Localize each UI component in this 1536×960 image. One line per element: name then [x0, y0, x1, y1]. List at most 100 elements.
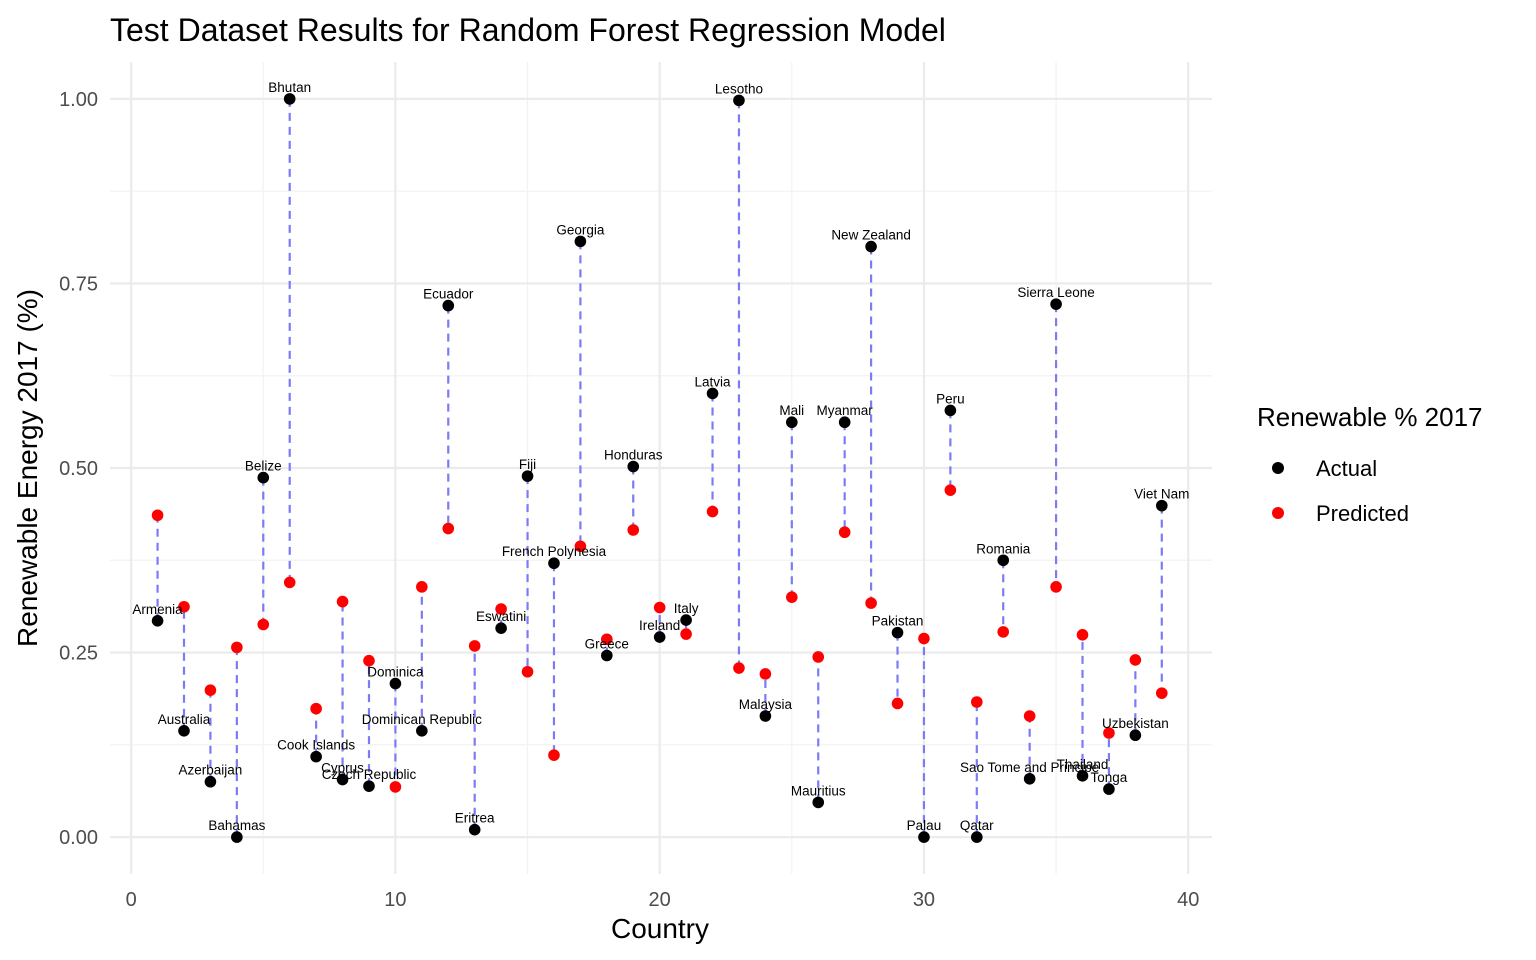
actual-point: [231, 831, 243, 843]
legend: Renewable % 2017 Actual Predicted: [1257, 402, 1483, 526]
country-label: Ecuador: [423, 287, 474, 302]
actual-point: [416, 724, 428, 737]
predicted-point: [971, 696, 983, 708]
country-label: Fiji: [519, 457, 536, 472]
predicted-point: [548, 749, 560, 761]
grid-major: [110, 62, 1212, 874]
actual-point: [495, 622, 507, 634]
country-label: Mauritius: [791, 783, 846, 798]
country-label: French Polynesia: [502, 544, 607, 559]
actual-point: [865, 240, 877, 253]
predicted-point: [257, 618, 270, 631]
predicted-point: [442, 522, 455, 535]
actual-point: [178, 724, 190, 737]
predicted-point: [1023, 710, 1036, 722]
predicted-point: [1076, 629, 1089, 641]
predicted-point: [231, 641, 243, 654]
x-axis-ticks: 0 10 20 30 40: [126, 889, 1200, 911]
actual-point: [680, 614, 692, 626]
predicted-point: [1103, 727, 1115, 739]
predicted-point: [495, 603, 507, 615]
actual-point: [442, 299, 455, 312]
actual-point: [706, 387, 719, 400]
country-label: Ireland: [639, 618, 680, 633]
country-label: Bhutan: [268, 80, 311, 95]
predicted-point: [653, 601, 666, 614]
predicted-point: [1155, 687, 1168, 699]
predicted-point: [283, 576, 296, 589]
country-label: Peru: [936, 391, 965, 406]
x-tick-label: 0: [126, 889, 137, 911]
y-tick-label: 1.00: [59, 89, 98, 111]
x-tick-label: 40: [1177, 889, 1199, 911]
country-label: Lesotho: [715, 81, 763, 96]
predicted-point: [336, 595, 349, 608]
grid-minor: [110, 62, 1212, 874]
predicted-point: [733, 662, 745, 674]
legend-predicted-label: Predicted: [1316, 501, 1409, 526]
country-label: Italy: [674, 601, 699, 616]
country-label: Viet Nam: [1134, 487, 1189, 502]
y-tick-label: 0.50: [59, 458, 98, 480]
actual-point: [627, 460, 640, 473]
country-label: Azerbaijan: [179, 763, 243, 778]
country-label: Myanmar: [817, 403, 874, 418]
actual-point: [257, 471, 270, 484]
actual-points: [151, 93, 1168, 843]
actual-point: [283, 93, 296, 105]
country-label: Cook Islands: [277, 738, 355, 753]
predicted-point: [601, 633, 613, 646]
actual-point: [733, 94, 745, 107]
predicted-point: [178, 600, 190, 613]
actual-point: [310, 750, 322, 763]
y-tick-label: 0.00: [59, 827, 98, 849]
legend-actual-label: Actual: [1316, 456, 1377, 481]
country-label: Malaysia: [739, 697, 793, 712]
country-label: Greece: [585, 636, 629, 651]
predicted-point: [416, 581, 428, 593]
country-label: Mali: [779, 403, 804, 418]
actual-point: [1023, 772, 1036, 785]
y-tick-label: 0.25: [59, 643, 98, 665]
actual-point: [891, 626, 904, 639]
predicted-point: [812, 651, 825, 663]
predicted-point: [1050, 581, 1062, 593]
country-label: Georgia: [556, 222, 605, 237]
actual-point: [336, 773, 349, 786]
actual-point: [389, 677, 402, 690]
actual-point: [468, 823, 481, 836]
actual-point: [204, 775, 217, 788]
actual-point: [786, 416, 798, 429]
y-tick-label: 0.75: [59, 273, 98, 295]
country-label: Sao Tome and Principe: [960, 760, 1099, 775]
country-label: Honduras: [604, 448, 663, 463]
country-label: Armenia: [132, 602, 183, 617]
predicted-point: [786, 591, 798, 603]
y-axis-title: Renewable Energy 2017 (%): [12, 289, 43, 647]
country-label: Eswatini: [476, 609, 526, 624]
actual-point: [363, 780, 375, 792]
y-axis-ticks: 0.00 0.25 0.50 0.75 1.00: [59, 89, 98, 849]
legend-predicted-swatch: [1272, 507, 1284, 519]
actual-point: [548, 557, 560, 570]
predicted-point: [918, 632, 930, 645]
country-label: Dominican Republic: [362, 712, 482, 727]
country-label: New Zealand: [831, 228, 911, 243]
country-label: Romania: [976, 541, 1031, 556]
actual-point: [151, 615, 164, 627]
actual-point: [521, 470, 534, 482]
predicted-point: [706, 505, 719, 518]
actual-point: [971, 831, 983, 843]
country-label: Palau: [907, 818, 942, 833]
actual-point: [601, 649, 613, 662]
country-label: Sierra Leone: [1017, 285, 1094, 300]
country-label: Bahamas: [208, 818, 265, 833]
country-label: Dominica: [367, 665, 424, 680]
predicted-point: [468, 640, 481, 652]
country-labels: Armenia Australia Azerbaijan Bahamas Belize B…: [132, 80, 1189, 833]
country-label: Pakistan: [872, 614, 924, 629]
predicted-point: [627, 524, 640, 536]
country-label: Uzbekistan: [1102, 716, 1169, 731]
x-tick-label: 20: [649, 889, 671, 911]
